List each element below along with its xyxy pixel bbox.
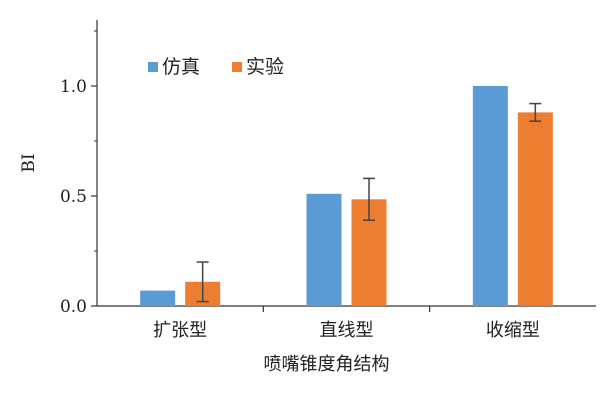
bar	[517, 112, 553, 307]
y-tick-label: 0.5	[60, 187, 87, 207]
bar	[306, 193, 342, 306]
legend-swatch	[232, 62, 242, 72]
y-axis-label: BI	[19, 153, 39, 172]
x-tick-label: 扩张型	[153, 320, 207, 341]
error-bars	[196, 102, 542, 303]
y-tick-label: 0.0	[60, 297, 87, 317]
x-tick-label: 收缩型	[486, 320, 540, 341]
axes: 0.0 0.5 1.0 扩张型 直线型 收缩型	[60, 20, 596, 341]
bar	[140, 290, 176, 306]
legend-label: 仿真	[162, 56, 200, 78]
y-tick-label: 1.0	[60, 77, 87, 97]
legend: 仿真 实验	[148, 56, 284, 78]
legend-label: 实验	[246, 56, 284, 78]
x-axis-label: 喷嘴锥度角结构	[264, 354, 390, 375]
x-tick-label: 直线型	[320, 320, 374, 341]
bar	[472, 86, 508, 306]
legend-swatch	[148, 62, 158, 72]
